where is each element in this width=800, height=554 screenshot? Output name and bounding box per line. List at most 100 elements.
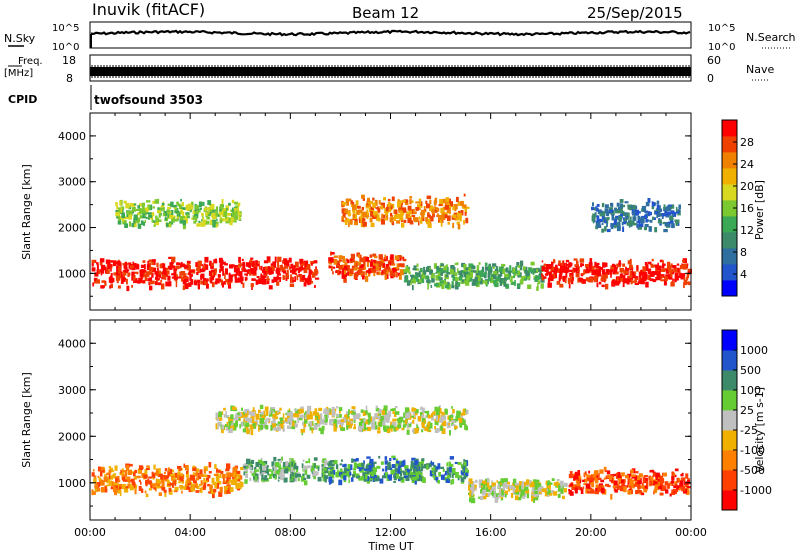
heatmap-cell bbox=[313, 260, 318, 264]
heatmap-cell bbox=[450, 265, 455, 269]
heatmap-cell bbox=[96, 264, 99, 270]
heatmap-cell bbox=[505, 493, 507, 498]
heatmap-cell bbox=[395, 462, 400, 466]
heatmap-cell bbox=[660, 485, 665, 492]
velocity-colorbar-label: Velocity [m s-1] bbox=[753, 387, 766, 473]
heatmap-cell bbox=[310, 467, 314, 473]
heatmap-cell bbox=[487, 477, 489, 483]
heatmap-cell bbox=[234, 471, 238, 476]
heatmap-cell bbox=[189, 474, 193, 481]
heatmap-cell bbox=[120, 274, 125, 278]
heatmap-cell bbox=[214, 210, 218, 215]
heatmap-cell bbox=[181, 472, 183, 479]
heatmap-cell bbox=[409, 468, 413, 471]
heatmap-cell bbox=[591, 265, 595, 270]
heatmap-cell bbox=[343, 277, 347, 283]
heatmap-cell bbox=[452, 276, 456, 281]
heatmap-cell bbox=[493, 264, 495, 269]
heatmap-cell bbox=[286, 269, 289, 275]
heatmap-cell bbox=[394, 255, 400, 260]
heatmap-cell bbox=[671, 474, 674, 477]
heatmap-cell bbox=[424, 270, 427, 275]
heatmap-cell bbox=[585, 268, 590, 274]
heatmap-cell bbox=[244, 277, 248, 281]
heatmap-cell bbox=[403, 258, 407, 262]
heatmap-cell bbox=[244, 479, 248, 484]
heatmap-cell bbox=[215, 206, 219, 211]
colorbar-tick-label: -500 bbox=[740, 464, 765, 477]
heatmap-cell bbox=[450, 463, 454, 467]
heatmap-cell bbox=[338, 479, 343, 486]
heatmap-cell bbox=[226, 282, 231, 285]
heatmap-cell bbox=[345, 217, 348, 223]
heatmap-cell bbox=[409, 198, 412, 205]
heatmap-cell bbox=[409, 274, 412, 277]
heatmap-cell bbox=[341, 459, 343, 462]
heatmap-cell bbox=[114, 261, 119, 265]
heatmap-cell bbox=[478, 262, 481, 265]
heatmap-cell bbox=[251, 261, 253, 265]
heatmap-cell bbox=[381, 410, 386, 415]
heatmap-cell bbox=[460, 412, 465, 416]
heatmap-cell bbox=[583, 478, 588, 483]
heatmap-cell bbox=[676, 276, 679, 281]
heatmap-cell bbox=[282, 461, 286, 467]
heatmap-cell bbox=[687, 273, 690, 276]
heatmap-cell bbox=[607, 485, 611, 488]
heatmap-cell bbox=[355, 200, 359, 206]
heatmap-cell bbox=[290, 277, 293, 283]
heatmap-cell bbox=[573, 484, 576, 487]
heatmap-cell bbox=[390, 254, 394, 260]
heatmap-cell bbox=[333, 259, 338, 265]
heatmap-cell bbox=[165, 281, 169, 287]
heatmap-cell bbox=[674, 474, 677, 478]
heatmap-cell bbox=[296, 267, 301, 271]
heatmap-cell bbox=[159, 264, 162, 269]
heatmap-cell bbox=[671, 223, 675, 229]
heatmap-cell bbox=[94, 259, 97, 263]
heatmap-cell bbox=[200, 280, 204, 285]
heatmap-cell bbox=[323, 408, 327, 414]
heatmap-cell bbox=[206, 283, 209, 289]
heatmap-cell bbox=[623, 487, 627, 493]
heatmap-cell bbox=[151, 212, 155, 217]
heatmap-cell bbox=[561, 485, 564, 490]
heatmap-cell bbox=[521, 482, 525, 487]
heatmap-cell bbox=[634, 475, 637, 481]
heatmap-cell bbox=[333, 426, 338, 430]
heatmap-cell bbox=[93, 277, 98, 282]
heatmap-cell bbox=[255, 461, 260, 467]
heatmap-cell bbox=[414, 275, 419, 280]
heatmap-cell bbox=[627, 478, 631, 483]
heatmap-cell bbox=[337, 270, 342, 274]
cpid-label: CPID bbox=[8, 93, 37, 106]
velocity-x-axis: 00:00 04:00 08:00 12:00 16:00 20:00 00:00 bbox=[74, 320, 707, 539]
heatmap-cell bbox=[304, 278, 308, 284]
power-colorbar-label: Power [dB] bbox=[753, 180, 766, 240]
heatmap-cell bbox=[98, 477, 102, 481]
heatmap-cell bbox=[537, 283, 539, 289]
heatmap-cell bbox=[387, 464, 392, 470]
heatmap-cell bbox=[531, 481, 535, 488]
heatmap-cell bbox=[283, 270, 287, 274]
heatmap-cell bbox=[211, 212, 216, 218]
heatmap-cell bbox=[265, 469, 269, 474]
heatmap-cell bbox=[360, 254, 362, 260]
heatmap-cell bbox=[446, 215, 451, 221]
heatmap-cell bbox=[395, 458, 398, 462]
heatmap-cell bbox=[580, 263, 583, 268]
heatmap-cell bbox=[382, 258, 385, 264]
heatmap-cell bbox=[174, 472, 178, 479]
heatmap-cell bbox=[289, 480, 293, 483]
heatmap-cell bbox=[361, 462, 365, 467]
heatmap-cell bbox=[139, 215, 144, 219]
colorbar-tick-label: 8 bbox=[740, 246, 747, 259]
heatmap-cell bbox=[674, 481, 678, 485]
heatmap-cell bbox=[173, 268, 178, 271]
heatmap-cell bbox=[352, 204, 357, 210]
heatmap-cell bbox=[330, 265, 333, 271]
heatmap-cell bbox=[237, 202, 241, 207]
heatmap-cell bbox=[349, 273, 353, 277]
heatmap-cell bbox=[644, 224, 649, 228]
heatmap-cell bbox=[411, 462, 415, 468]
